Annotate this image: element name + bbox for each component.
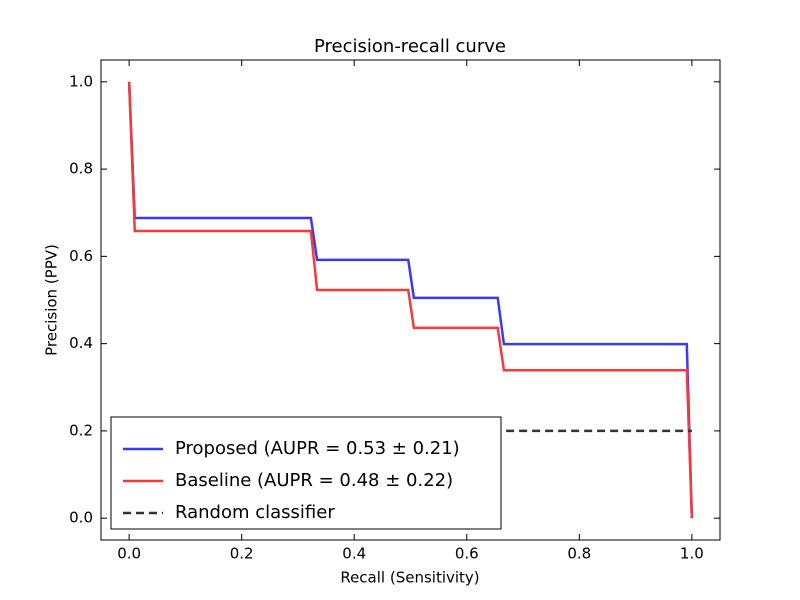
x-tick-label: 1.0 (680, 545, 704, 563)
legend-box (110, 416, 502, 530)
line (127, 81, 694, 519)
x-tick-label: 0.8 (567, 545, 591, 563)
x-tick-label: 0.2 (230, 545, 254, 563)
x-tick-label: 0.4 (342, 545, 366, 563)
x-axis-label: Recall (Sensitivity) (340, 569, 479, 587)
x-tick-label: 0.0 (117, 545, 141, 563)
legend-label: Random classifier (175, 502, 335, 523)
legend-label: Baseline (AUPR = 0.48 ± 0.22) (175, 470, 453, 491)
plot-frame (100, 59, 721, 541)
y-tick-label: 0.6 (69, 247, 93, 265)
y-tick-label: 1.0 (69, 72, 93, 90)
y-axis-label: Precision (PPV) (43, 244, 61, 356)
y-tick-label: 0.0 (69, 509, 93, 527)
y-tick-label: 0.8 (69, 160, 93, 178)
y-tick-label: 0.4 (69, 334, 93, 352)
y-tick-label: 0.2 (69, 421, 93, 439)
chart-title: Precision-recall curve (314, 36, 506, 57)
x-tick-label: 0.6 (455, 545, 479, 563)
line (127, 81, 694, 519)
legend-label: Proposed (AUPR = 0.53 ± 0.21) (175, 438, 460, 459)
